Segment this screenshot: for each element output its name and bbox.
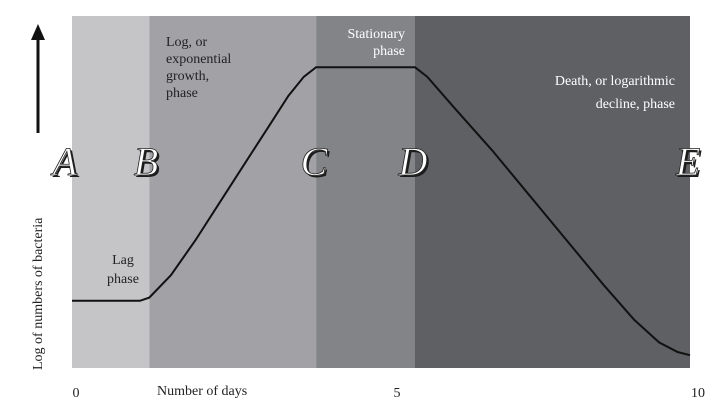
phase-label-log: phase [166, 86, 198, 101]
phase-label-death: Death, or logarithmic [555, 74, 675, 89]
y-axis-arrow-icon [31, 24, 45, 133]
phase-band-lag [72, 16, 150, 368]
point-label-b: B [134, 139, 158, 184]
point-label-c: C [301, 139, 329, 184]
x-tick-labels: 0 5 10 [73, 386, 706, 401]
phase-label-stationary: phase [373, 44, 405, 59]
phase-label-lag: phase [107, 272, 139, 287]
phase-band-stationary [316, 16, 415, 368]
phase-bands [72, 16, 690, 368]
phase-label-lag: Lag [112, 253, 134, 268]
x-tick-label: 0 [73, 386, 80, 401]
x-axis-label: Number of days [157, 384, 247, 399]
point-label-shadow-c: C [303, 141, 331, 186]
phase-label-death: decline, phase [596, 97, 675, 112]
point-labels: AA BB CC DD EE [49, 139, 702, 186]
phase-label-log: growth, [166, 69, 209, 84]
y-axis-label: Log of numbers of bacteria [31, 217, 46, 370]
phase-label-log: exponential [166, 52, 231, 67]
growth-curve [72, 66, 691, 357]
point-label-d: D [398, 139, 428, 184]
phase-band-log [149, 16, 317, 368]
x-tick-label: 5 [394, 386, 401, 401]
point-label-shadow-b: B [136, 141, 160, 186]
x-tick-label: 10 [691, 386, 705, 401]
phase-labels: Lag phase Log, or exponential growth, phase St… [107, 27, 675, 287]
point-label-e: E [675, 139, 700, 184]
phase-label-log: Log, or [166, 35, 208, 50]
point-label-shadow-e: E [677, 141, 702, 186]
point-label-a: A [50, 139, 78, 184]
phase-label-stationary: Stationary [347, 27, 405, 42]
point-label-shadow-a: A [52, 141, 80, 186]
point-label-shadow-d: D [400, 141, 430, 186]
phase-band-death [414, 16, 690, 368]
